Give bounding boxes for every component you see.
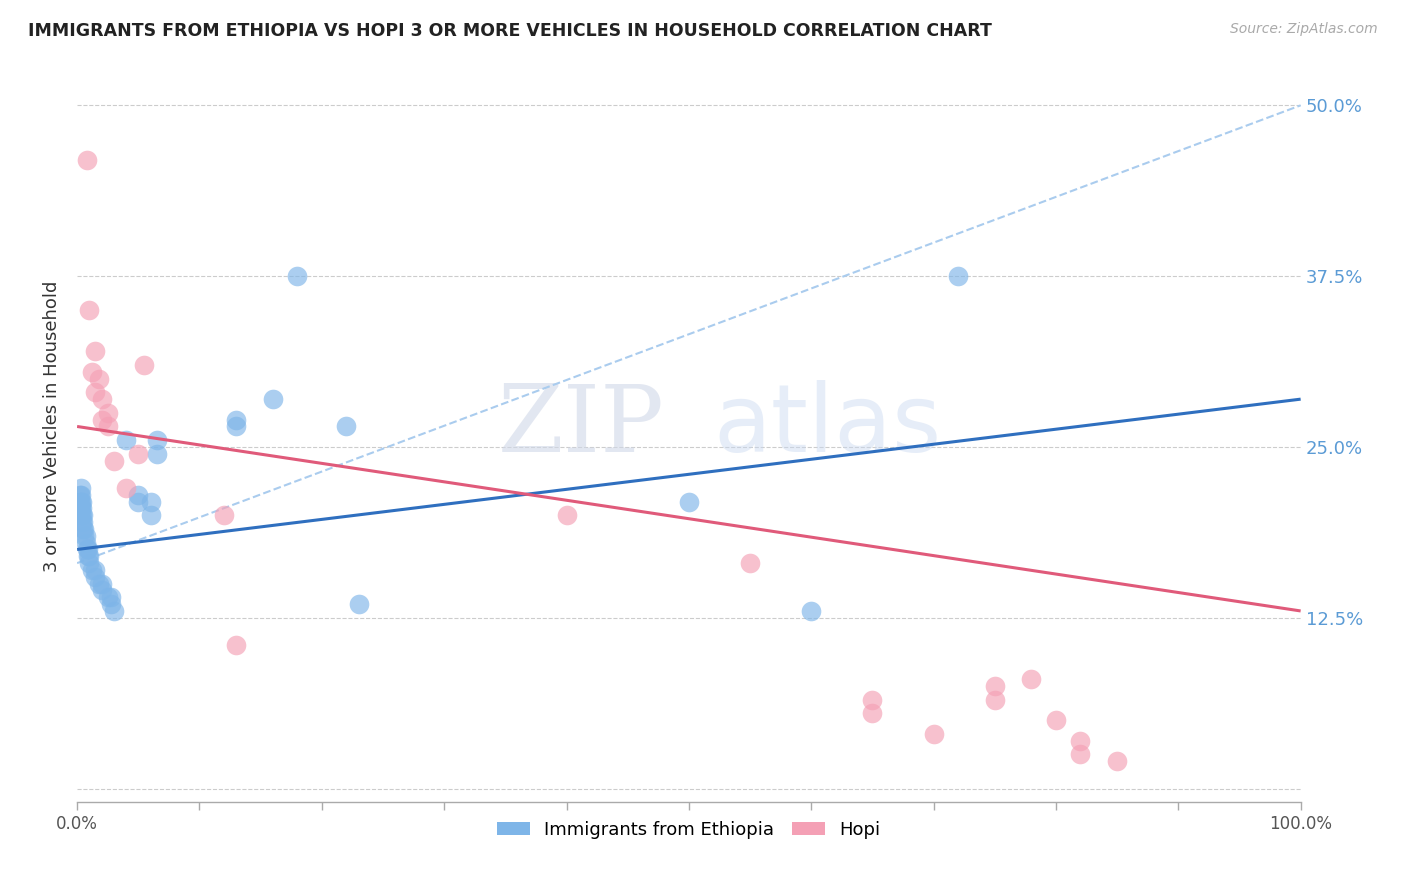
Point <box>225 638 247 652</box>
Point <box>738 556 761 570</box>
Point <box>90 583 112 598</box>
Point <box>212 508 235 523</box>
Point <box>76 542 98 557</box>
Point <box>84 570 107 584</box>
Point <box>139 494 162 508</box>
Point <box>97 591 120 605</box>
Point <box>922 727 945 741</box>
Point <box>73 529 96 543</box>
Point <box>1069 747 1091 762</box>
Point <box>69 501 91 516</box>
Point <box>262 392 284 406</box>
Point <box>75 529 97 543</box>
Point <box>97 406 120 420</box>
Point <box>103 604 125 618</box>
Point <box>69 481 91 495</box>
Point <box>285 269 308 284</box>
Point <box>76 153 98 167</box>
Point <box>555 508 578 523</box>
Point <box>72 522 94 536</box>
Point <box>103 453 125 467</box>
Point <box>77 549 100 564</box>
Point <box>115 433 138 447</box>
Point <box>800 604 823 618</box>
Point <box>79 303 101 318</box>
Point <box>87 576 110 591</box>
Legend: Immigrants from Ethiopia, Hopi: Immigrants from Ethiopia, Hopi <box>491 814 887 846</box>
Point <box>860 693 883 707</box>
Point <box>69 494 91 508</box>
Point <box>145 447 167 461</box>
Point <box>80 563 103 577</box>
Point <box>84 385 107 400</box>
Point <box>984 693 1007 707</box>
Point <box>79 549 101 564</box>
Point <box>75 535 97 549</box>
Point <box>225 412 247 426</box>
Point <box>73 522 96 536</box>
Point <box>1107 754 1129 768</box>
Point <box>145 433 167 447</box>
Point <box>87 371 110 385</box>
Point <box>946 269 969 284</box>
Point <box>69 501 91 516</box>
Text: atlas: atlas <box>713 381 942 473</box>
Point <box>69 488 91 502</box>
Point <box>100 597 122 611</box>
Point <box>678 494 700 508</box>
Point <box>127 488 149 502</box>
Point <box>79 556 101 570</box>
Point <box>72 508 94 523</box>
Point <box>80 365 103 379</box>
Point <box>84 344 107 359</box>
Point <box>69 488 91 502</box>
Point <box>127 494 149 508</box>
Point <box>860 706 883 721</box>
Point <box>127 447 149 461</box>
Point <box>1045 713 1067 727</box>
Point <box>134 358 156 372</box>
Point <box>69 508 91 523</box>
Point <box>335 419 357 434</box>
Point <box>347 597 370 611</box>
Point <box>225 419 247 434</box>
Point <box>90 392 112 406</box>
Text: IMMIGRANTS FROM ETHIOPIA VS HOPI 3 OR MORE VEHICLES IN HOUSEHOLD CORRELATION CHA: IMMIGRANTS FROM ETHIOPIA VS HOPI 3 OR MO… <box>28 22 993 40</box>
Point <box>84 563 107 577</box>
Point <box>97 419 120 434</box>
Point <box>69 494 91 508</box>
Point <box>1069 733 1091 747</box>
Text: Source: ZipAtlas.com: Source: ZipAtlas.com <box>1230 22 1378 37</box>
Point <box>70 515 93 529</box>
Point <box>1021 673 1043 687</box>
Point <box>77 542 100 557</box>
Point <box>70 501 93 516</box>
Point <box>70 494 93 508</box>
Text: ZIP: ZIP <box>498 382 665 472</box>
Y-axis label: 3 or more Vehicles in Household: 3 or more Vehicles in Household <box>44 281 60 572</box>
Point <box>72 515 94 529</box>
Point <box>100 591 122 605</box>
Point <box>115 481 138 495</box>
Point <box>984 679 1007 693</box>
Point <box>70 508 93 523</box>
Point <box>90 412 112 426</box>
Point <box>139 508 162 523</box>
Point <box>90 576 112 591</box>
